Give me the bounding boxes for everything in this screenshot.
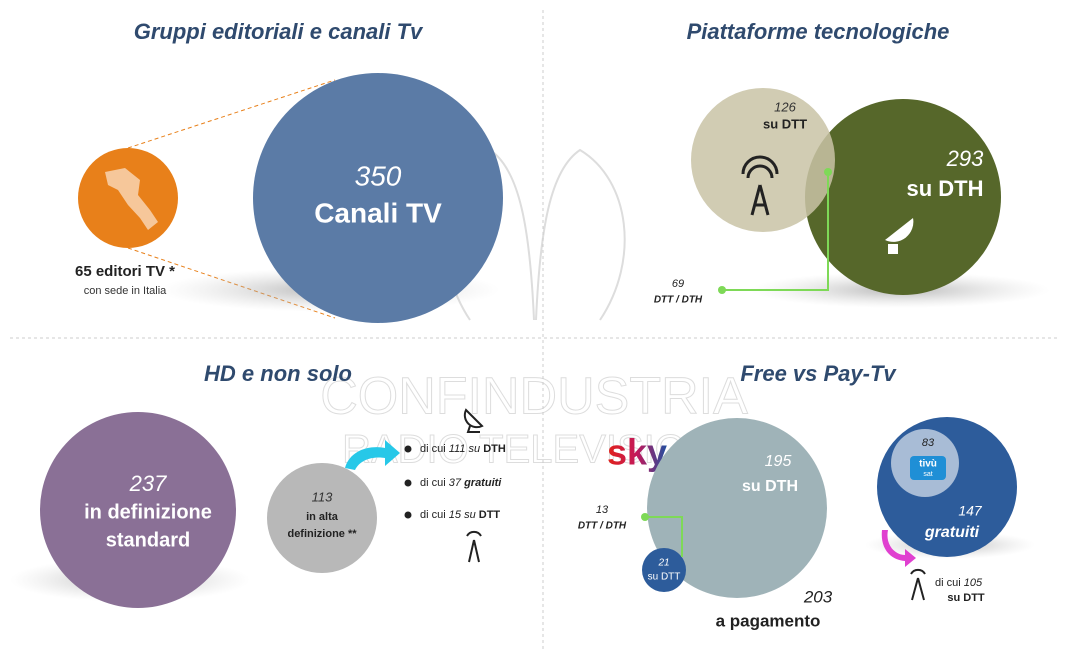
text-part: di cui	[935, 577, 961, 589]
dth-label: su DTH	[742, 478, 798, 495]
both-value: 69	[672, 278, 684, 290]
italy-icon	[105, 168, 158, 230]
panel-title: HD e non solo	[204, 361, 352, 386]
tivusat-value: 83	[922, 437, 935, 449]
connector	[722, 172, 829, 291]
arrow	[881, 530, 916, 567]
canali-label: Canali TV	[314, 197, 442, 228]
dtt-label: su DTT	[648, 572, 681, 583]
dish-icon	[463, 408, 484, 433]
dtt-value: 21	[657, 558, 669, 569]
canali-circle	[253, 73, 503, 323]
free-dtt-text: di cui 105	[935, 577, 983, 589]
free-value: 147	[958, 503, 983, 519]
text-part: DTH	[483, 443, 506, 455]
panel-title: Piattaforme tecnologiche	[687, 19, 950, 44]
dot	[641, 513, 649, 521]
connector	[645, 516, 683, 557]
tivusat-logo-text: tivù	[919, 459, 937, 470]
tower-icon	[466, 530, 482, 563]
free-label: gratuiti	[924, 524, 980, 541]
text-part: DTT	[479, 509, 501, 521]
sd-value: 237	[129, 471, 167, 496]
dth-label: su DTH	[907, 176, 984, 201]
bullet-text: di cui 37 gratuiti	[420, 477, 502, 489]
text-part: gratuiti	[463, 477, 502, 489]
arrow	[345, 440, 400, 470]
dtt-label: su DTT	[763, 116, 807, 131]
both-label: DTT / DTH	[654, 295, 703, 306]
dtt-circle	[642, 548, 686, 592]
dtt-value: 126	[774, 99, 796, 114]
dth-value: 195	[765, 453, 792, 470]
watermark-text: CONFINDUSTRIA	[320, 368, 748, 426]
panel-title: Free vs Pay-Tv	[740, 361, 897, 386]
text-part: di cui	[420, 509, 446, 521]
tivusat-logo-text: sat	[923, 471, 932, 478]
hd-label: definizione **	[287, 528, 357, 540]
editori-label: 65 editori TV *	[75, 263, 175, 280]
sd-label: in definizione	[84, 501, 212, 523]
tower-icon	[741, 155, 779, 216]
free-dtt-label: su DTT	[947, 592, 985, 604]
bullet	[404, 511, 412, 519]
bullet	[404, 445, 412, 453]
dot	[718, 286, 726, 294]
canali-value: 350	[355, 160, 402, 191]
sd-circle	[40, 412, 236, 608]
text-part: 111	[449, 443, 466, 455]
text-part: 15	[449, 509, 462, 521]
bullet-text: di cui 15 su DTT	[420, 509, 500, 521]
text-part: 37	[449, 477, 462, 489]
pay-label: a pagamento	[716, 611, 821, 630]
hd-label: in alta	[306, 511, 339, 523]
panel-title: Gruppi editoriali e canali Tv	[134, 19, 424, 44]
dish-icon	[885, 218, 914, 254]
dot	[824, 168, 832, 176]
text-part: di cui	[420, 477, 446, 489]
sky-logo: sky	[607, 432, 667, 473]
editori-sub: con sede in Italia	[84, 285, 167, 297]
both-value: 13	[596, 504, 609, 516]
dth-value: 293	[946, 146, 984, 171]
pay-value: 203	[803, 587, 833, 606]
dth-circle	[805, 99, 1001, 295]
text-part: 105	[964, 577, 983, 589]
text-part: su	[469, 443, 481, 455]
connector	[127, 79, 336, 149]
bullet-text: di cui 111 su DTH	[420, 443, 506, 455]
both-label: DTT / DTH	[578, 521, 627, 532]
hd-circle	[267, 463, 377, 573]
text-part: di cui	[420, 443, 446, 455]
sd-label: standard	[106, 529, 190, 551]
bullet	[404, 479, 412, 487]
hd-value: 113	[312, 489, 333, 504]
dth-circle	[647, 418, 827, 598]
dtt-circle	[691, 88, 835, 232]
tivusat-logo	[910, 456, 946, 480]
text-part: su	[464, 509, 476, 521]
tower-icon	[910, 568, 926, 601]
